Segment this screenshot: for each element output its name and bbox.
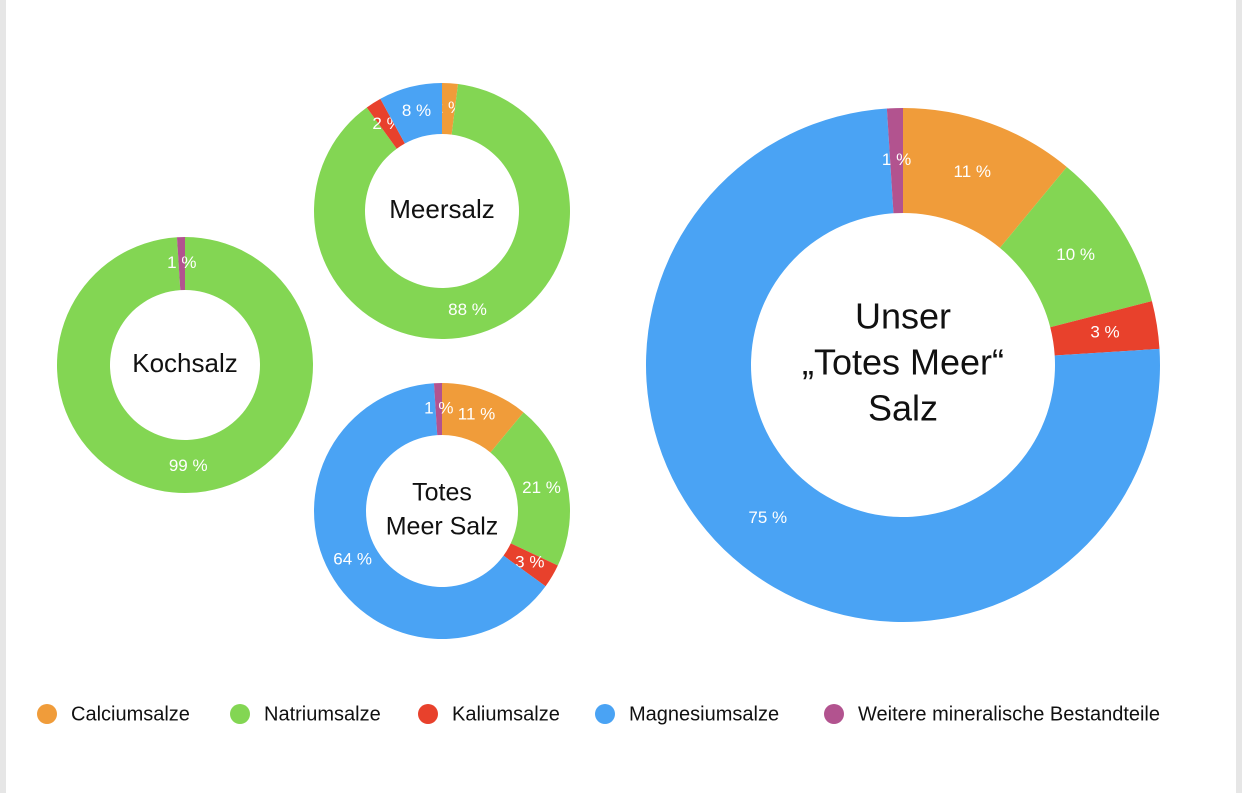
- donut-segment: [1050, 301, 1160, 356]
- legend-swatch: [418, 704, 438, 724]
- donut-segment: [442, 383, 524, 453]
- chart-title: Meer Salz: [386, 513, 499, 541]
- donut-segment: [503, 543, 558, 587]
- chart-title: Meersalz: [389, 194, 494, 224]
- chart-title: Salz: [868, 388, 938, 429]
- donut-segment: [314, 84, 570, 340]
- value-label: 75 %: [748, 508, 787, 527]
- donut-segment: [999, 166, 1152, 328]
- value-label: 3 %: [515, 552, 544, 571]
- legend-swatch: [595, 704, 615, 724]
- chart-title: Unser: [855, 296, 951, 337]
- legend-swatch: [230, 704, 250, 724]
- donut-segment: [490, 412, 571, 566]
- donut-segment: [176, 237, 185, 291]
- legend-label: Weitere mineralische Bestandteile: [858, 703, 1160, 725]
- donut-segment: [442, 83, 459, 135]
- donut-segment: [646, 108, 1160, 623]
- legend-swatch: [37, 704, 57, 724]
- value-label: 11 %: [458, 405, 496, 424]
- value-label: 64 %: [333, 550, 372, 569]
- donut-segment: [380, 83, 442, 144]
- value-label: 88 %: [448, 300, 487, 319]
- value-label: 10 %: [1056, 245, 1095, 264]
- donut-segment: [366, 98, 405, 149]
- value-label: 8 %: [402, 101, 431, 120]
- donut-segment: [433, 383, 442, 436]
- value-label: 1 %: [882, 150, 911, 169]
- value-label: 1 %: [167, 253, 196, 272]
- legend-label: Calciumsalze: [71, 703, 190, 725]
- value-label: 21 %: [522, 478, 561, 497]
- value-label: 11 %: [954, 162, 992, 181]
- value-label: 1 %: [424, 399, 453, 418]
- donut-segment: [903, 108, 1067, 248]
- chart-title: „Totes Meer“: [802, 342, 1004, 383]
- legend-swatch: [824, 704, 844, 724]
- donut-segment: [886, 108, 903, 214]
- value-label: 99 %: [169, 456, 208, 475]
- background: [6, 0, 1236, 793]
- chart-title: Kochsalz: [132, 348, 238, 378]
- donut-segment: [314, 383, 546, 639]
- legend-label: Magnesiumsalze: [629, 703, 779, 725]
- value-label: 3 %: [1090, 322, 1119, 341]
- legend-label: Kaliumsalze: [452, 703, 560, 725]
- donut-segment: [57, 237, 314, 494]
- chart-title: Totes: [412, 479, 472, 507]
- legend-label: Natriumsalze: [264, 703, 381, 725]
